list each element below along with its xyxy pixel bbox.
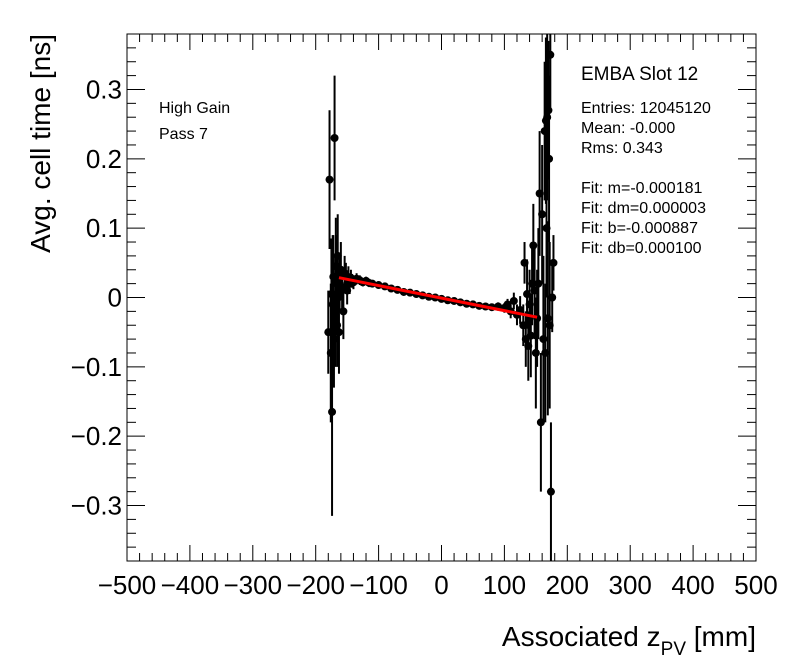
fit-line-layer	[338, 276, 538, 319]
x-tick-label: −400	[161, 570, 220, 600]
y-tick-label: 0.3	[86, 74, 122, 104]
data-point	[526, 331, 535, 340]
stats-title: EMBA Slot 12	[581, 64, 698, 85]
data-points-layer	[324, 34, 558, 561]
y-tick-label: 0	[108, 283, 122, 313]
y-tick-label: −0.3	[71, 491, 122, 521]
y-tick-label: −0.1	[71, 352, 122, 382]
data-point	[325, 175, 334, 184]
stats-fit-m: Fit: m=-0.000181	[581, 180, 703, 197]
data-point	[503, 300, 512, 309]
stats-fit-b: Fit: b=-0.000887	[581, 220, 698, 237]
y-axis-title: Avg. cell time [ns]	[25, 34, 56, 253]
x-axis-title: Associated zPV [mm]	[502, 621, 756, 660]
y-tick-label: 0.2	[86, 144, 122, 174]
x-tick-label: 400	[671, 570, 714, 600]
data-point	[531, 348, 540, 357]
y-tick-labels: −0.3 −0.2 −0.1 0 0.1 0.2 0.3	[71, 74, 122, 520]
data-point	[328, 407, 337, 416]
data-point	[549, 258, 558, 267]
stats-rms: Rms: 0.343	[581, 140, 663, 157]
data-point	[330, 134, 339, 143]
data-point	[529, 241, 538, 250]
x-tick-label: −300	[224, 570, 283, 600]
axis-ticks	[126, 33, 757, 562]
x-tick-label: −200	[286, 570, 345, 600]
data-point	[548, 293, 557, 302]
annotation-high-gain: High Gain	[159, 100, 230, 117]
x-axis-title-unit: [mm]	[686, 621, 756, 652]
data-point	[546, 487, 555, 496]
x-axis-title-main: Associated z	[502, 621, 661, 652]
x-tick-label: −100	[349, 570, 408, 600]
x-tick-label: 0	[434, 570, 448, 600]
data-point	[546, 50, 555, 59]
y-tick-label: −0.2	[71, 421, 122, 451]
stats-fit-dm: Fit: dm=0.000003	[581, 200, 706, 217]
stats-mean: Mean: -0.000	[581, 120, 675, 137]
x-tick-label: 500	[734, 570, 777, 600]
data-point	[509, 296, 518, 305]
x-tick-labels: −500 −400 −300 −200 −100 0 100 200 300 400 500	[98, 570, 778, 600]
annotation-pass: Pass 7	[159, 126, 208, 143]
x-tick-label: −500	[98, 570, 157, 600]
stats-fit-db: Fit: db=0.000100	[581, 240, 702, 257]
stats-entries: Entries: 12045120	[581, 100, 711, 117]
y-tick-label: 0.1	[86, 213, 122, 243]
data-point	[334, 328, 343, 337]
data-point	[545, 154, 554, 163]
data-point	[534, 279, 543, 288]
fit-line	[338, 276, 538, 319]
x-tick-label: 300	[609, 570, 652, 600]
data-point	[538, 210, 547, 219]
data-point	[339, 307, 348, 316]
x-tick-label: 100	[483, 570, 526, 600]
x-tick-label: 200	[546, 570, 589, 600]
x-axis-title-subscript: PV	[661, 639, 687, 660]
